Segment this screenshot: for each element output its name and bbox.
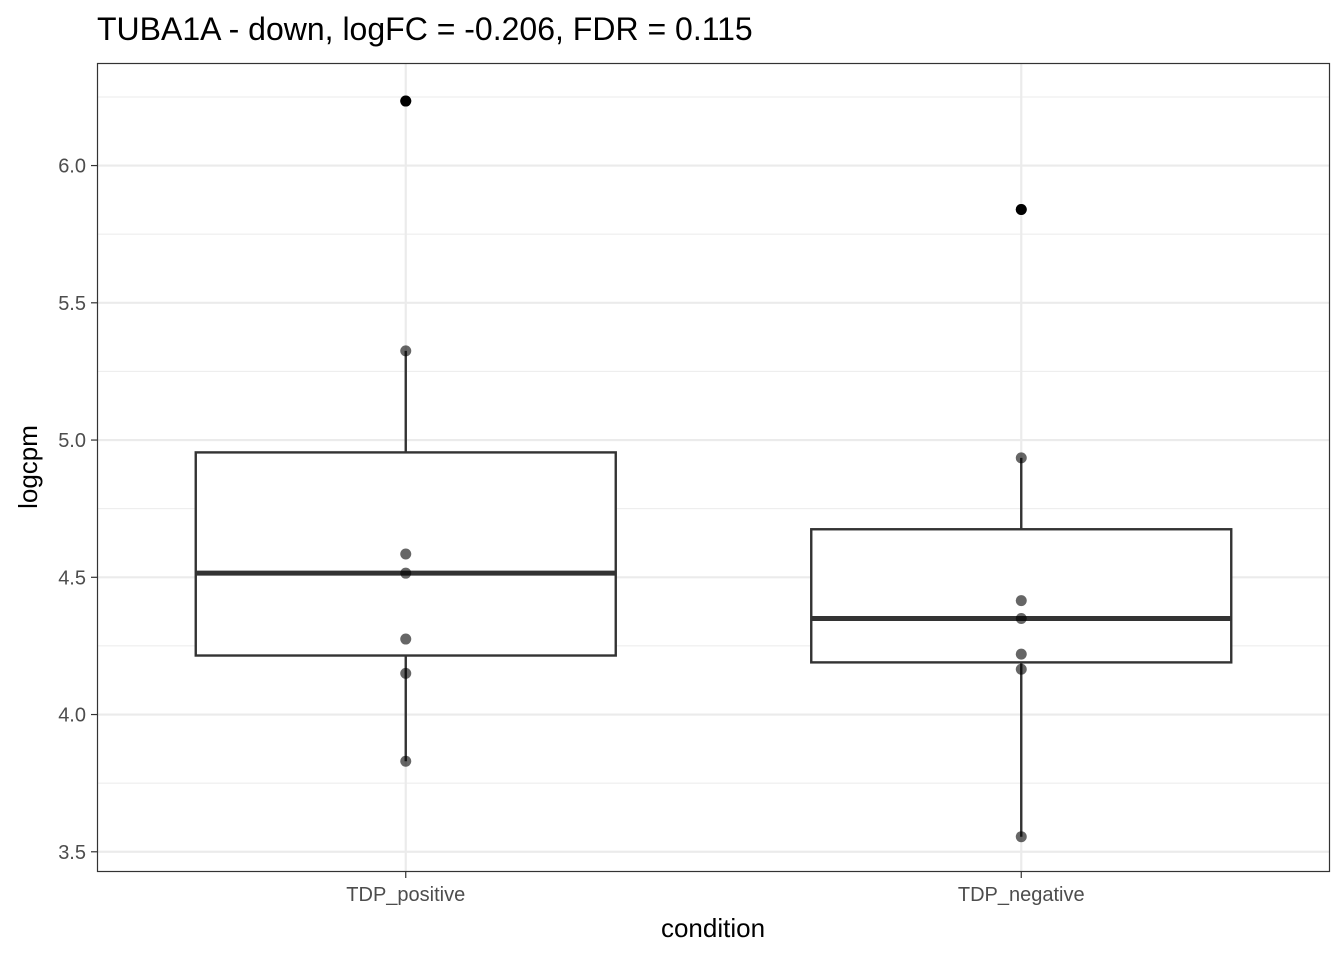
data-point [1015, 648, 1027, 660]
y-tick-label: 5.5 [58, 293, 86, 315]
data-point [400, 345, 412, 357]
data-point [400, 548, 412, 560]
x-tick-label: TDP_negative [958, 884, 1085, 906]
data-point [400, 633, 412, 645]
y-tick-label: 3.5 [58, 842, 86, 864]
x-tick-label: TDP_positive [346, 884, 465, 906]
data-point [400, 667, 412, 679]
x-axis-title: condition [661, 913, 765, 943]
point-layer [400, 95, 1027, 843]
box-layer [194, 350, 1233, 837]
y-tick-label: 5.0 [58, 430, 86, 452]
data-point [1015, 595, 1027, 607]
data-point [400, 567, 412, 579]
data-point [1015, 663, 1027, 675]
chart-title: TUBA1A - down, logFC = -0.206, FDR = 0.1… [97, 11, 753, 47]
y-tick-label: 4.5 [58, 567, 86, 589]
data-point [400, 95, 412, 107]
data-point [1015, 831, 1027, 843]
y-tick-label: 6.0 [58, 156, 86, 178]
panel-border [96, 62, 1331, 873]
axis-layer: 3.5 4.0 4.5 5.0 5.5 6.0 TDP_positive TDP_negati… [58, 156, 1084, 906]
y-axis-title: logcpm [13, 425, 43, 509]
data-point [1015, 452, 1027, 464]
y-tick-label: 4.0 [58, 705, 86, 727]
data-point [1015, 203, 1027, 215]
data-point [400, 755, 412, 767]
data-point [1015, 612, 1027, 624]
